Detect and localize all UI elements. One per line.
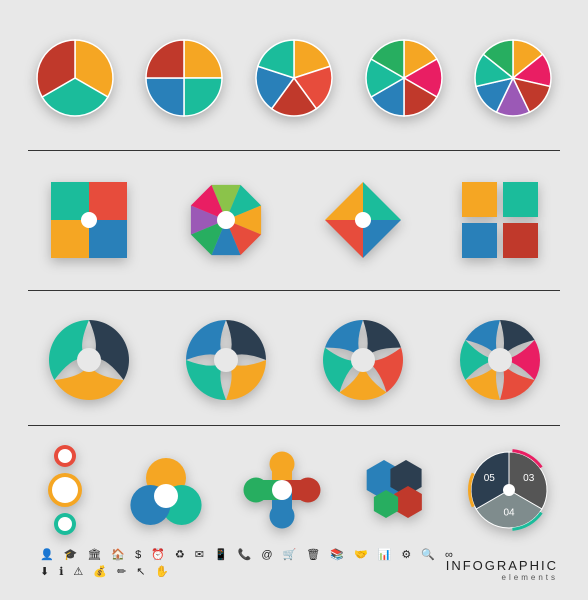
pie-7 xyxy=(471,36,555,120)
misc-cross4 xyxy=(238,446,326,534)
glyph-icon: 🏛 xyxy=(87,550,101,561)
shape-squarecross xyxy=(462,182,538,258)
glyph-icon: 📊 xyxy=(378,550,392,561)
misc-hexstack xyxy=(356,448,436,532)
svg-text:05: 05 xyxy=(484,473,496,484)
glyph-icon: $ xyxy=(135,550,141,561)
infographic-canvas: 030405 👤🎓🏛🏠$⏰♻✉📱📞@🛒🗑📚🤝📊⚙🔍∞⬇ℹ⚠💰✏↖✋ INFOGR… xyxy=(0,0,588,600)
glyph-icon: @ xyxy=(261,550,272,561)
misc-tripie: 03 04 05 xyxy=(465,446,553,534)
divider-1 xyxy=(28,150,560,151)
glyph-icon: 👤 xyxy=(40,550,54,561)
icon-set: 👤🎓🏛🏠$⏰♻✉📱📞@🛒🗑📚🤝📊⚙🔍∞⬇ℹ⚠💰✏↖✋ xyxy=(40,550,460,578)
row-squares xyxy=(0,170,588,270)
pie-5 xyxy=(252,36,336,120)
glyph-icon: ⬇ xyxy=(40,567,49,578)
pie-3 xyxy=(33,36,117,120)
row-pie-circles xyxy=(0,28,588,128)
glyph-icon: ✉ xyxy=(195,550,204,561)
glyph-icon: ✋ xyxy=(155,567,169,578)
footer-subtitle: elements xyxy=(446,573,558,582)
row-misc: 03 04 05 xyxy=(0,440,588,540)
shape-square4 xyxy=(51,182,127,258)
glyph-icon: 📱 xyxy=(214,550,228,561)
pie-6 xyxy=(362,36,446,120)
glyph-icon: ✏ xyxy=(117,567,126,578)
swirl-6 xyxy=(457,317,543,403)
glyph-icon: 🔍 xyxy=(421,550,435,561)
glyph-icon: ⏰ xyxy=(151,550,165,561)
glyph-icon: ℹ xyxy=(59,567,63,578)
glyph-icon: 🎓 xyxy=(64,550,78,561)
glyph-icon: 🛒 xyxy=(283,550,297,561)
shape-diamond4 xyxy=(325,182,401,258)
glyph-icon: 📞 xyxy=(238,550,252,561)
swirl-4 xyxy=(183,317,269,403)
footer-title: INFOGRAPHIC xyxy=(446,558,558,573)
svg-text:03: 03 xyxy=(523,473,535,484)
glyph-icon: ↖ xyxy=(136,567,145,578)
misc-chain3 xyxy=(35,442,95,538)
row-swirl-circles xyxy=(0,310,588,410)
glyph-icon: ♻ xyxy=(175,550,185,561)
glyph-icon: 💰 xyxy=(93,567,107,578)
misc-petal3 xyxy=(124,448,208,532)
footer-label: INFOGRAPHIC elements xyxy=(446,558,558,582)
glyph-icon: 🗑 xyxy=(306,550,320,561)
shape-octagon xyxy=(188,182,264,258)
pie-4 xyxy=(142,36,226,120)
glyph-icon: ⚠ xyxy=(73,567,83,578)
divider-2 xyxy=(28,290,560,291)
swirl-5 xyxy=(320,317,406,403)
divider-3 xyxy=(28,425,560,426)
glyph-icon: 📚 xyxy=(330,550,344,561)
glyph-icon: 🤝 xyxy=(354,550,368,561)
glyph-icon: 🏠 xyxy=(111,550,125,561)
swirl-3 xyxy=(46,317,132,403)
glyph-icon: ⚙ xyxy=(401,550,411,561)
svg-text:04: 04 xyxy=(504,507,516,518)
